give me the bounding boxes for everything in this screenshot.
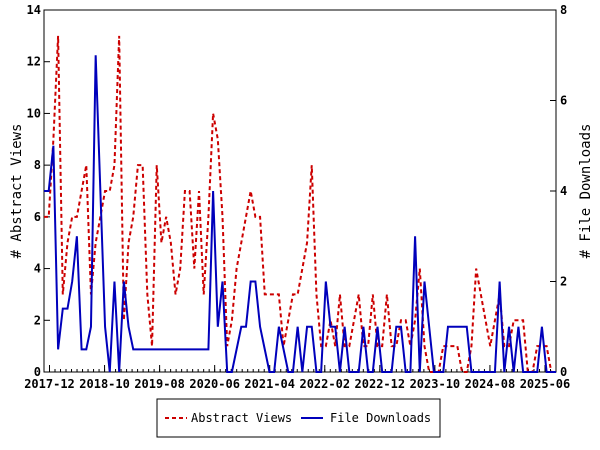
x-tick-label: 2021-04	[244, 377, 295, 391]
right-y-tick-label: 2	[560, 275, 567, 289]
series-line-file-downloads	[44, 55, 556, 373]
series-layer	[44, 35, 556, 373]
left-y-tick-label: 12	[27, 55, 41, 69]
right-y-tick-label: 6	[560, 94, 567, 108]
left-y-tick-label: 10	[27, 106, 41, 120]
legend-label-abstract-views: Abstract Views	[191, 411, 292, 425]
left-y-tick-label: 4	[34, 262, 41, 276]
x-tick-label: 2018-10	[79, 377, 130, 391]
series-line-abstract-views	[44, 35, 556, 373]
right-y-tick-label: 4	[560, 184, 567, 198]
legend-box	[156, 398, 441, 438]
x-tick-label: 2020-06	[189, 377, 240, 391]
left-y-tick-label: 2	[34, 313, 41, 327]
x-tick-labels: 2017-12 2018-10 2019-08 2020-06 2021-04 2022-…	[24, 377, 570, 391]
left-y-tick-label: 0	[34, 365, 41, 379]
legend-label-file-downloads: File Downloads	[330, 411, 431, 425]
plot-area	[43, 9, 557, 373]
legend: Abstract Views File Downloads	[156, 398, 441, 438]
left-y-tick-label: 14	[27, 3, 41, 17]
x-tick-label: 2023-10	[410, 377, 461, 391]
left-y-tick-label: 8	[34, 158, 41, 172]
right-y-tick-labels: 0 2 4 6 8	[560, 3, 567, 379]
x-tick-label: 2022-02	[299, 377, 350, 391]
left-y-tick-labels: 0 2 4 6 8 10 12 14	[27, 3, 41, 379]
x-tick-label: 2022-12	[355, 377, 406, 391]
x-tick-label: 2017-12	[24, 377, 75, 391]
x-tick-label: 2024-08	[465, 377, 516, 391]
left-y-tick-label: 6	[34, 210, 41, 224]
left-axis-title: # Abstract Views	[9, 124, 25, 259]
right-y-tick-label: 8	[560, 3, 567, 17]
right-y-tick-label: 0	[560, 365, 567, 379]
right-axis-title: # File Downloads	[578, 124, 594, 259]
x-tick-label: 2019-08	[134, 377, 185, 391]
x-tick-label: 2025-06	[520, 377, 571, 391]
